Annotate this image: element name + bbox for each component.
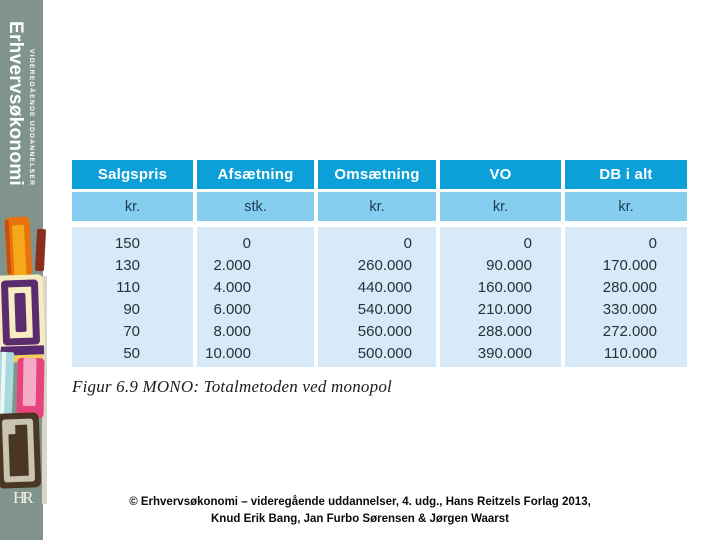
unit-omsaetning: kr. xyxy=(318,192,436,221)
decoration-paper-edge xyxy=(42,276,47,504)
table-cell: 390.000 xyxy=(477,345,532,362)
decoration-pink-inner xyxy=(22,357,37,407)
table-header-row: Salgspris Afsætning Omsætning VO DB i al… xyxy=(72,160,687,189)
table-cell: 50 xyxy=(123,345,140,362)
table-cell: 440.000 xyxy=(357,279,412,296)
table-column-db-i-alt: 0 170.000 280.000 330.000 272.000 110.00… xyxy=(565,227,687,367)
unit-vo: kr. xyxy=(440,192,561,221)
table-cell: 8.000 xyxy=(213,323,251,340)
table-cell: 160.000 xyxy=(477,279,532,296)
table-cell: 0 xyxy=(523,235,532,252)
table-cell: 260.000 xyxy=(357,257,412,274)
table-units-row: kr. stk. kr. kr. kr. xyxy=(72,192,687,221)
table-cell: 150 xyxy=(114,235,140,252)
table-cell: 288.000 xyxy=(477,323,532,340)
unit-salgspris: kr. xyxy=(72,192,193,221)
table-cell: 6.000 xyxy=(213,301,251,318)
cover-artwork xyxy=(0,0,47,540)
unit-db-i-alt: kr. xyxy=(565,192,687,221)
decoration-maroon-strip xyxy=(34,228,47,272)
decoration-teal-highlight xyxy=(0,351,7,418)
decoration-purple-spiral-square xyxy=(0,274,46,351)
footer-credit-line1: © Erhvervsøkonomi – videregående uddanne… xyxy=(129,496,591,508)
data-table: Salgspris Afsætning Omsætning VO DB i al… xyxy=(72,160,687,367)
footer-credit-line2: Knud Erik Bang, Jan Furbo Sørensen & Jør… xyxy=(211,513,509,525)
table-cell: 70 xyxy=(123,323,140,340)
unit-afsaetning: stk. xyxy=(197,192,314,221)
figure-caption: Figur 6.9 MONO: Totalmetoden ved monopol xyxy=(72,377,392,396)
table-column-afsaetning: 0 2.000 4.000 6.000 8.000 10.000 xyxy=(197,227,314,367)
sidebar: Erhvervsøkonomi VIDEREGÅENDE UDDANNELSER… xyxy=(0,0,47,540)
decoration-orange-core xyxy=(11,224,27,277)
table-cell: 10.000 xyxy=(205,345,251,362)
column-header-omsaetning: Omsætning xyxy=(318,160,436,189)
decoration-brown-spiral-square xyxy=(0,412,42,489)
table-cell: 210.000 xyxy=(477,301,532,318)
decoration-pink-block xyxy=(16,357,45,419)
decoration-orange-edge xyxy=(4,219,12,275)
table-cell: 272.000 xyxy=(602,323,657,340)
table-column-salgspris: 150 130 110 90 70 50 xyxy=(72,227,193,367)
table-cell: 540.000 xyxy=(357,301,412,318)
table-cell: 560.000 xyxy=(357,323,412,340)
table-cell: 0 xyxy=(648,235,657,252)
publisher-logo: HR xyxy=(13,488,34,507)
table-cell: 280.000 xyxy=(602,279,657,296)
table-column-vo: 0 90.000 160.000 210.000 288.000 390.000 xyxy=(440,227,561,367)
decoration-orange-frame xyxy=(4,216,33,277)
table-cell: 0 xyxy=(242,235,251,252)
decoration-purple-core xyxy=(14,292,27,333)
column-header-db-i-alt: DB i alt xyxy=(565,160,687,189)
table-cell: 4.000 xyxy=(213,279,251,296)
decoration-purple-ring xyxy=(0,279,41,346)
decoration-teal-bar xyxy=(0,351,15,419)
table-cell: 330.000 xyxy=(602,301,657,318)
column-header-salgspris: Salgspris xyxy=(72,160,193,189)
table-cell: 110 xyxy=(116,279,140,296)
brand-subtitle: VIDEREGÅENDE UDDANNELSER xyxy=(28,48,35,186)
table-column-omsaetning: 0 260.000 440.000 540.000 560.000 500.00… xyxy=(318,227,436,367)
decoration-brown-dot xyxy=(6,423,16,435)
table-cell: 170.000 xyxy=(602,257,657,274)
brand-title: Erhvervsøkonomi xyxy=(5,21,26,186)
column-header-afsaetning: Afsætning xyxy=(197,160,314,189)
table-cell: 110.000 xyxy=(603,345,657,362)
column-header-vo: VO xyxy=(440,160,561,189)
footer-credit: © Erhvervsøkonomi – videregående uddanne… xyxy=(0,494,720,528)
table-body: 150 130 110 90 70 50 0 2.000 4.000 6.000… xyxy=(72,227,687,367)
table-cell: 0 xyxy=(403,235,412,252)
table-cell: 90.000 xyxy=(486,257,532,274)
table-cell: 90 xyxy=(123,301,140,318)
table-cell: 2.000 xyxy=(213,257,251,274)
table-cell: 130 xyxy=(114,257,140,274)
table-cell: 500.000 xyxy=(357,345,412,362)
